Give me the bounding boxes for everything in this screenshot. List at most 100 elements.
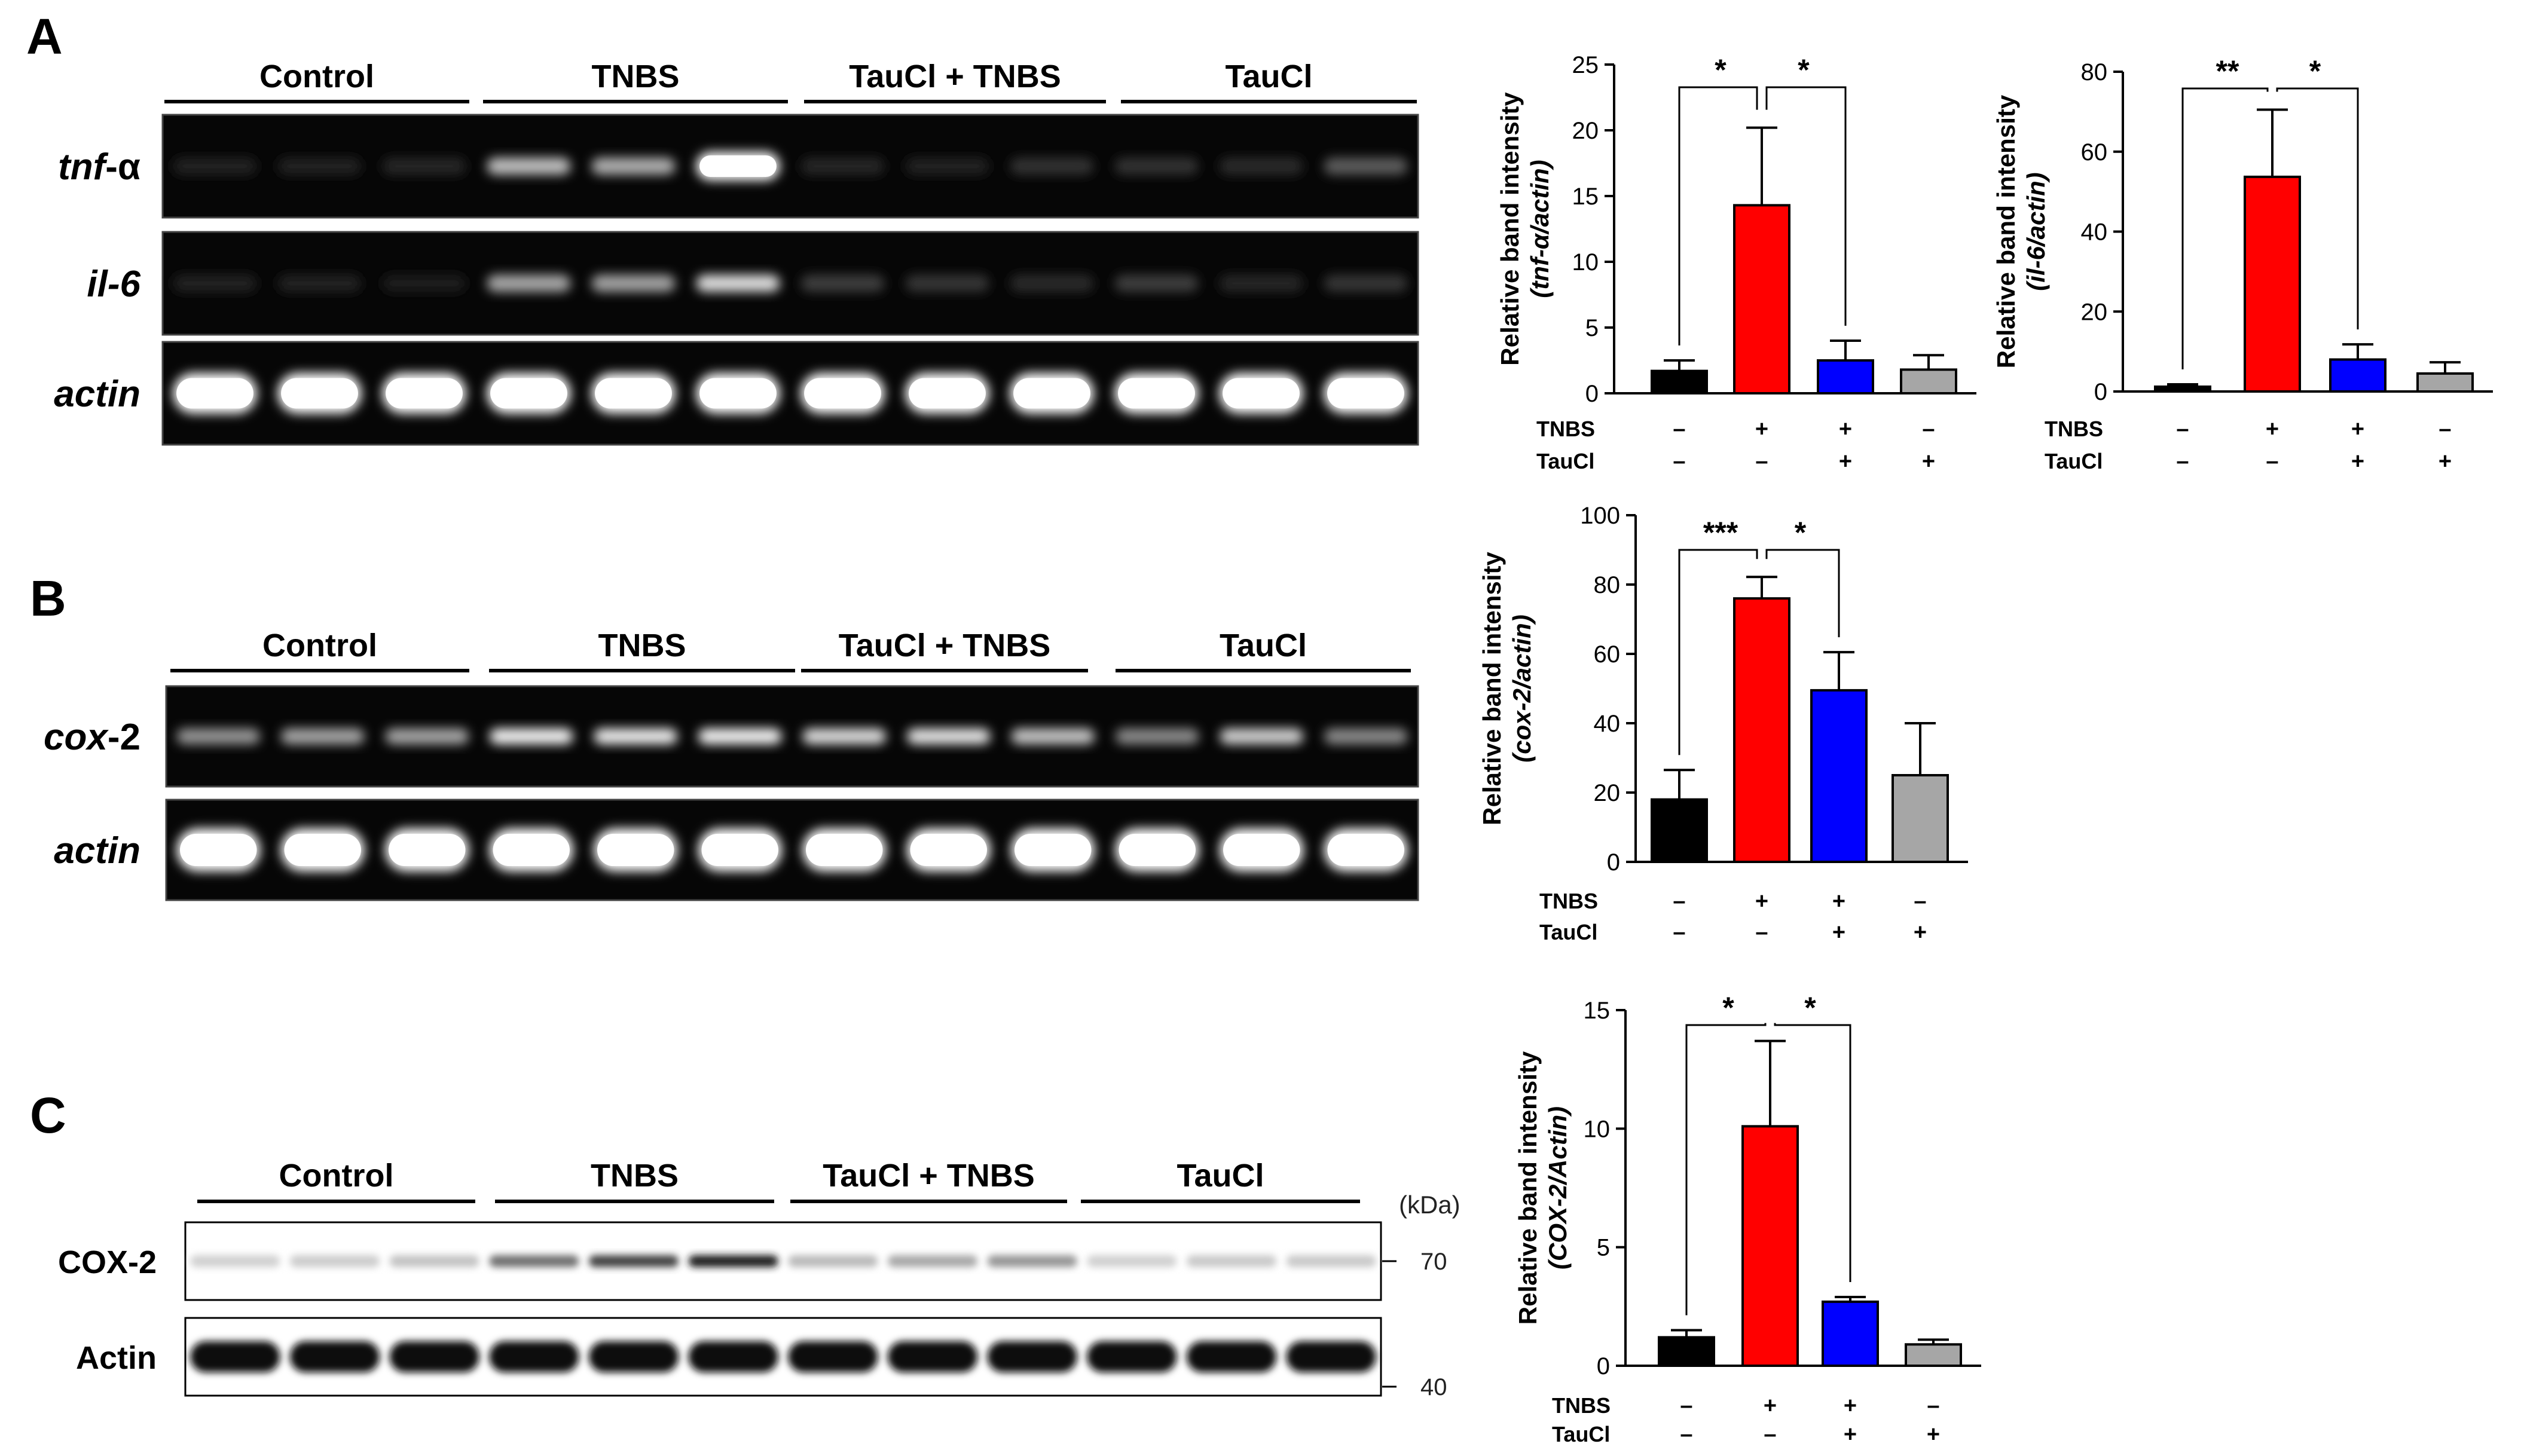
y-tick-label: 20 <box>2081 299 2108 325</box>
blot-band <box>788 1255 878 1267</box>
treatment-sign: – <box>1680 1422 1692 1447</box>
marker-value: 40 <box>1420 1374 1447 1400</box>
significance-marker: * <box>1795 516 1807 549</box>
gel-band <box>905 373 989 414</box>
band-core <box>176 378 253 409</box>
band-core <box>804 378 881 409</box>
treatment-sign: + <box>1844 1422 1857 1447</box>
treatment-label: TNBS <box>1552 1393 1611 1418</box>
y-axis-subtitle: (COX-2/Actin) <box>1544 1106 1572 1270</box>
gel-strip <box>165 799 1419 901</box>
gel-band <box>176 728 261 745</box>
gel-band <box>1010 274 1094 292</box>
gel-strip <box>161 114 1419 219</box>
y-tick-label: 80 <box>2081 59 2108 85</box>
treatment-sign: + <box>1764 1393 1777 1418</box>
bar <box>1892 774 1949 863</box>
panel-letter-c: C <box>30 1087 66 1143</box>
gel-band <box>1220 728 1304 745</box>
treatment-sign: + <box>1839 417 1852 442</box>
group-label: Control <box>262 628 377 663</box>
treatment-sign: – <box>2176 449 2189 474</box>
blot-band <box>688 1255 778 1267</box>
group-label: TauCl <box>1220 628 1307 663</box>
blot-band <box>389 1341 479 1372</box>
gel-band <box>176 828 261 871</box>
significance-marker: * <box>1804 991 1816 1024</box>
treatment-sign: – <box>2176 417 2189 442</box>
gel-band <box>1220 828 1304 871</box>
band-core <box>1327 834 1404 866</box>
blot-band <box>1087 1341 1177 1372</box>
gel-band <box>1219 274 1303 292</box>
blot-band <box>688 1341 778 1372</box>
y-tick-label: 100 <box>1580 503 1620 529</box>
blot-band <box>987 1341 1077 1372</box>
treatment-sign: – <box>1673 417 1685 442</box>
bar <box>1810 689 1868 864</box>
blot-band <box>489 1255 579 1267</box>
significance-marker: * <box>2309 54 2321 88</box>
gel-band <box>385 728 469 745</box>
gel-strip <box>165 685 1419 788</box>
bar-chart-3: 0 20 40 60 80 100 Relative band intensity (cox-… <box>1478 503 1968 945</box>
gel-band <box>1115 728 1199 745</box>
significance-bracket <box>1678 86 1758 345</box>
gel-band <box>1011 728 1095 745</box>
gel-band <box>802 728 887 745</box>
group-label: TNBS <box>598 628 686 663</box>
gel-band <box>800 373 885 414</box>
band-core <box>1118 378 1195 409</box>
treatment-sign: + <box>1914 920 1927 945</box>
band-core <box>910 834 987 866</box>
treatment-sign: + <box>1755 417 1768 442</box>
y-axis-subtitle: (il-6/actin) <box>2022 172 2050 290</box>
bar <box>1905 1343 1962 1368</box>
gel-band <box>280 828 365 871</box>
blot-band <box>190 1341 280 1372</box>
significance-bracket <box>1765 86 1847 326</box>
treatment-label: TNBS <box>1536 417 1595 441</box>
y-axis-subtitle: (cox-2/actin) <box>1508 614 1536 762</box>
gel-strip <box>161 341 1419 446</box>
y-tick-label: 20 <box>1594 780 1621 806</box>
treatment-sign: + <box>1844 1393 1857 1418</box>
blot-band <box>1187 1255 1276 1267</box>
blot-strip <box>184 1317 1382 1397</box>
treatment-sign: – <box>1755 449 1768 474</box>
y-tick-label: 0 <box>2094 379 2107 405</box>
band-core <box>180 834 257 866</box>
blot-band <box>888 1255 977 1267</box>
y-tick-label: 0 <box>1585 381 1599 407</box>
gel-band <box>1219 157 1303 175</box>
gel-band <box>1324 828 1408 871</box>
group-label: TauCl <box>1226 59 1313 94</box>
blot-band <box>788 1341 878 1372</box>
treatment-sign: – <box>2266 449 2278 474</box>
y-axis-title: Relative band intensity <box>1992 94 2020 368</box>
gel-strip <box>161 231 1419 336</box>
y-tick-label: 40 <box>2081 219 2108 246</box>
gel-row-label: cox-2 <box>44 717 140 758</box>
band-core <box>1223 834 1300 866</box>
band-core <box>701 834 778 866</box>
band-core <box>389 834 466 866</box>
gel-band <box>1114 157 1199 175</box>
bar-chart-4: 0 5 10 15 Relative band intensity (COX-2/Acti… <box>1514 991 1981 1447</box>
treatment-sign: – <box>1673 449 1685 474</box>
unit-label: (kDa) <box>1399 1191 1460 1219</box>
panel-letter-a: A <box>26 8 63 65</box>
band-core <box>597 834 674 866</box>
gel-band <box>800 157 885 175</box>
bar <box>1822 1300 1879 1367</box>
bar <box>1733 204 1790 394</box>
treatment-label: TauCl <box>1536 449 1594 473</box>
bar <box>2416 372 2474 393</box>
gel-band <box>385 828 469 871</box>
bar <box>1900 368 1957 395</box>
group-label: TauCl + TNBS <box>839 628 1051 663</box>
significance-bracket <box>2181 87 2269 369</box>
band-core <box>386 378 463 409</box>
group-label: TNBS <box>591 1158 679 1194</box>
